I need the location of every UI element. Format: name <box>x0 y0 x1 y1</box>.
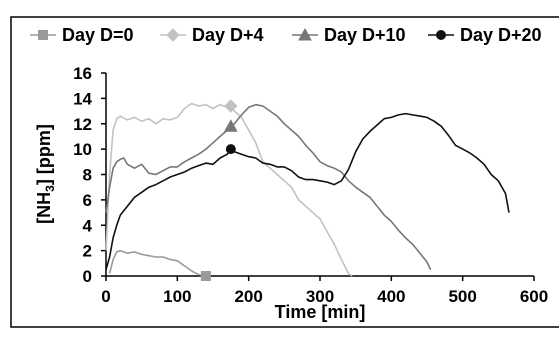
y-tick-label: 10 <box>73 140 92 159</box>
y-tick-label: 4 <box>83 216 93 235</box>
series-marker-2 <box>224 99 238 113</box>
series-line-3 <box>105 103 432 271</box>
y-tick-label: 12 <box>73 115 92 134</box>
legend-label-3: Day D+10 <box>324 25 406 45</box>
x-tick-label: 600 <box>520 287 548 306</box>
legend: Day D=0 Day D+4 Day D+10 Day D+20 <box>30 25 542 45</box>
series-line-1 <box>108 249 207 277</box>
x-tick-label: 0 <box>101 287 110 306</box>
legend-marker-1 <box>38 30 48 40</box>
legend-label-4: Day D+20 <box>460 25 542 45</box>
y-axis-title-sub: 3 <box>43 185 57 192</box>
y-axis-ticks: 0 2 4 6 8 10 12 14 16 <box>73 64 106 286</box>
legend-marker-4 <box>436 30 446 40</box>
x-tick-label: 500 <box>448 287 476 306</box>
series-marker-4 <box>225 144 236 155</box>
series-line-4 <box>105 112 510 270</box>
legend-marker-3 <box>298 27 312 41</box>
y-tick-label: 2 <box>83 242 92 261</box>
y-tick-label: 6 <box>83 191 92 210</box>
y-axis-title-before: [NH <box>34 192 54 224</box>
x-axis-title: Time [min] <box>275 302 366 322</box>
y-tick-label: 16 <box>73 64 92 83</box>
x-tick-label: 200 <box>234 287 262 306</box>
x-tick-label: 100 <box>163 287 191 306</box>
legend-label-2: Day D+4 <box>192 25 264 45</box>
figure-frame <box>10 16 559 328</box>
y-tick-label: 0 <box>83 267 92 286</box>
series-layer <box>105 99 510 281</box>
y-axis-title-after: ] [ppm] <box>34 124 54 185</box>
y-axis-title: [NH3] [ppm] <box>34 124 57 224</box>
legend-marker-2 <box>166 28 180 42</box>
series-marker-3 <box>223 119 238 132</box>
series-marker-1 <box>200 271 211 281</box>
legend-label-1: Day D=0 <box>62 25 134 45</box>
x-tick-label: 400 <box>377 287 405 306</box>
x-axis-ticks: 0 100 200 300 400 500 600 <box>101 276 548 306</box>
y-tick-label: 14 <box>73 89 92 108</box>
y-tick-label: 8 <box>83 166 92 185</box>
x-tick-label: 300 <box>306 287 334 306</box>
